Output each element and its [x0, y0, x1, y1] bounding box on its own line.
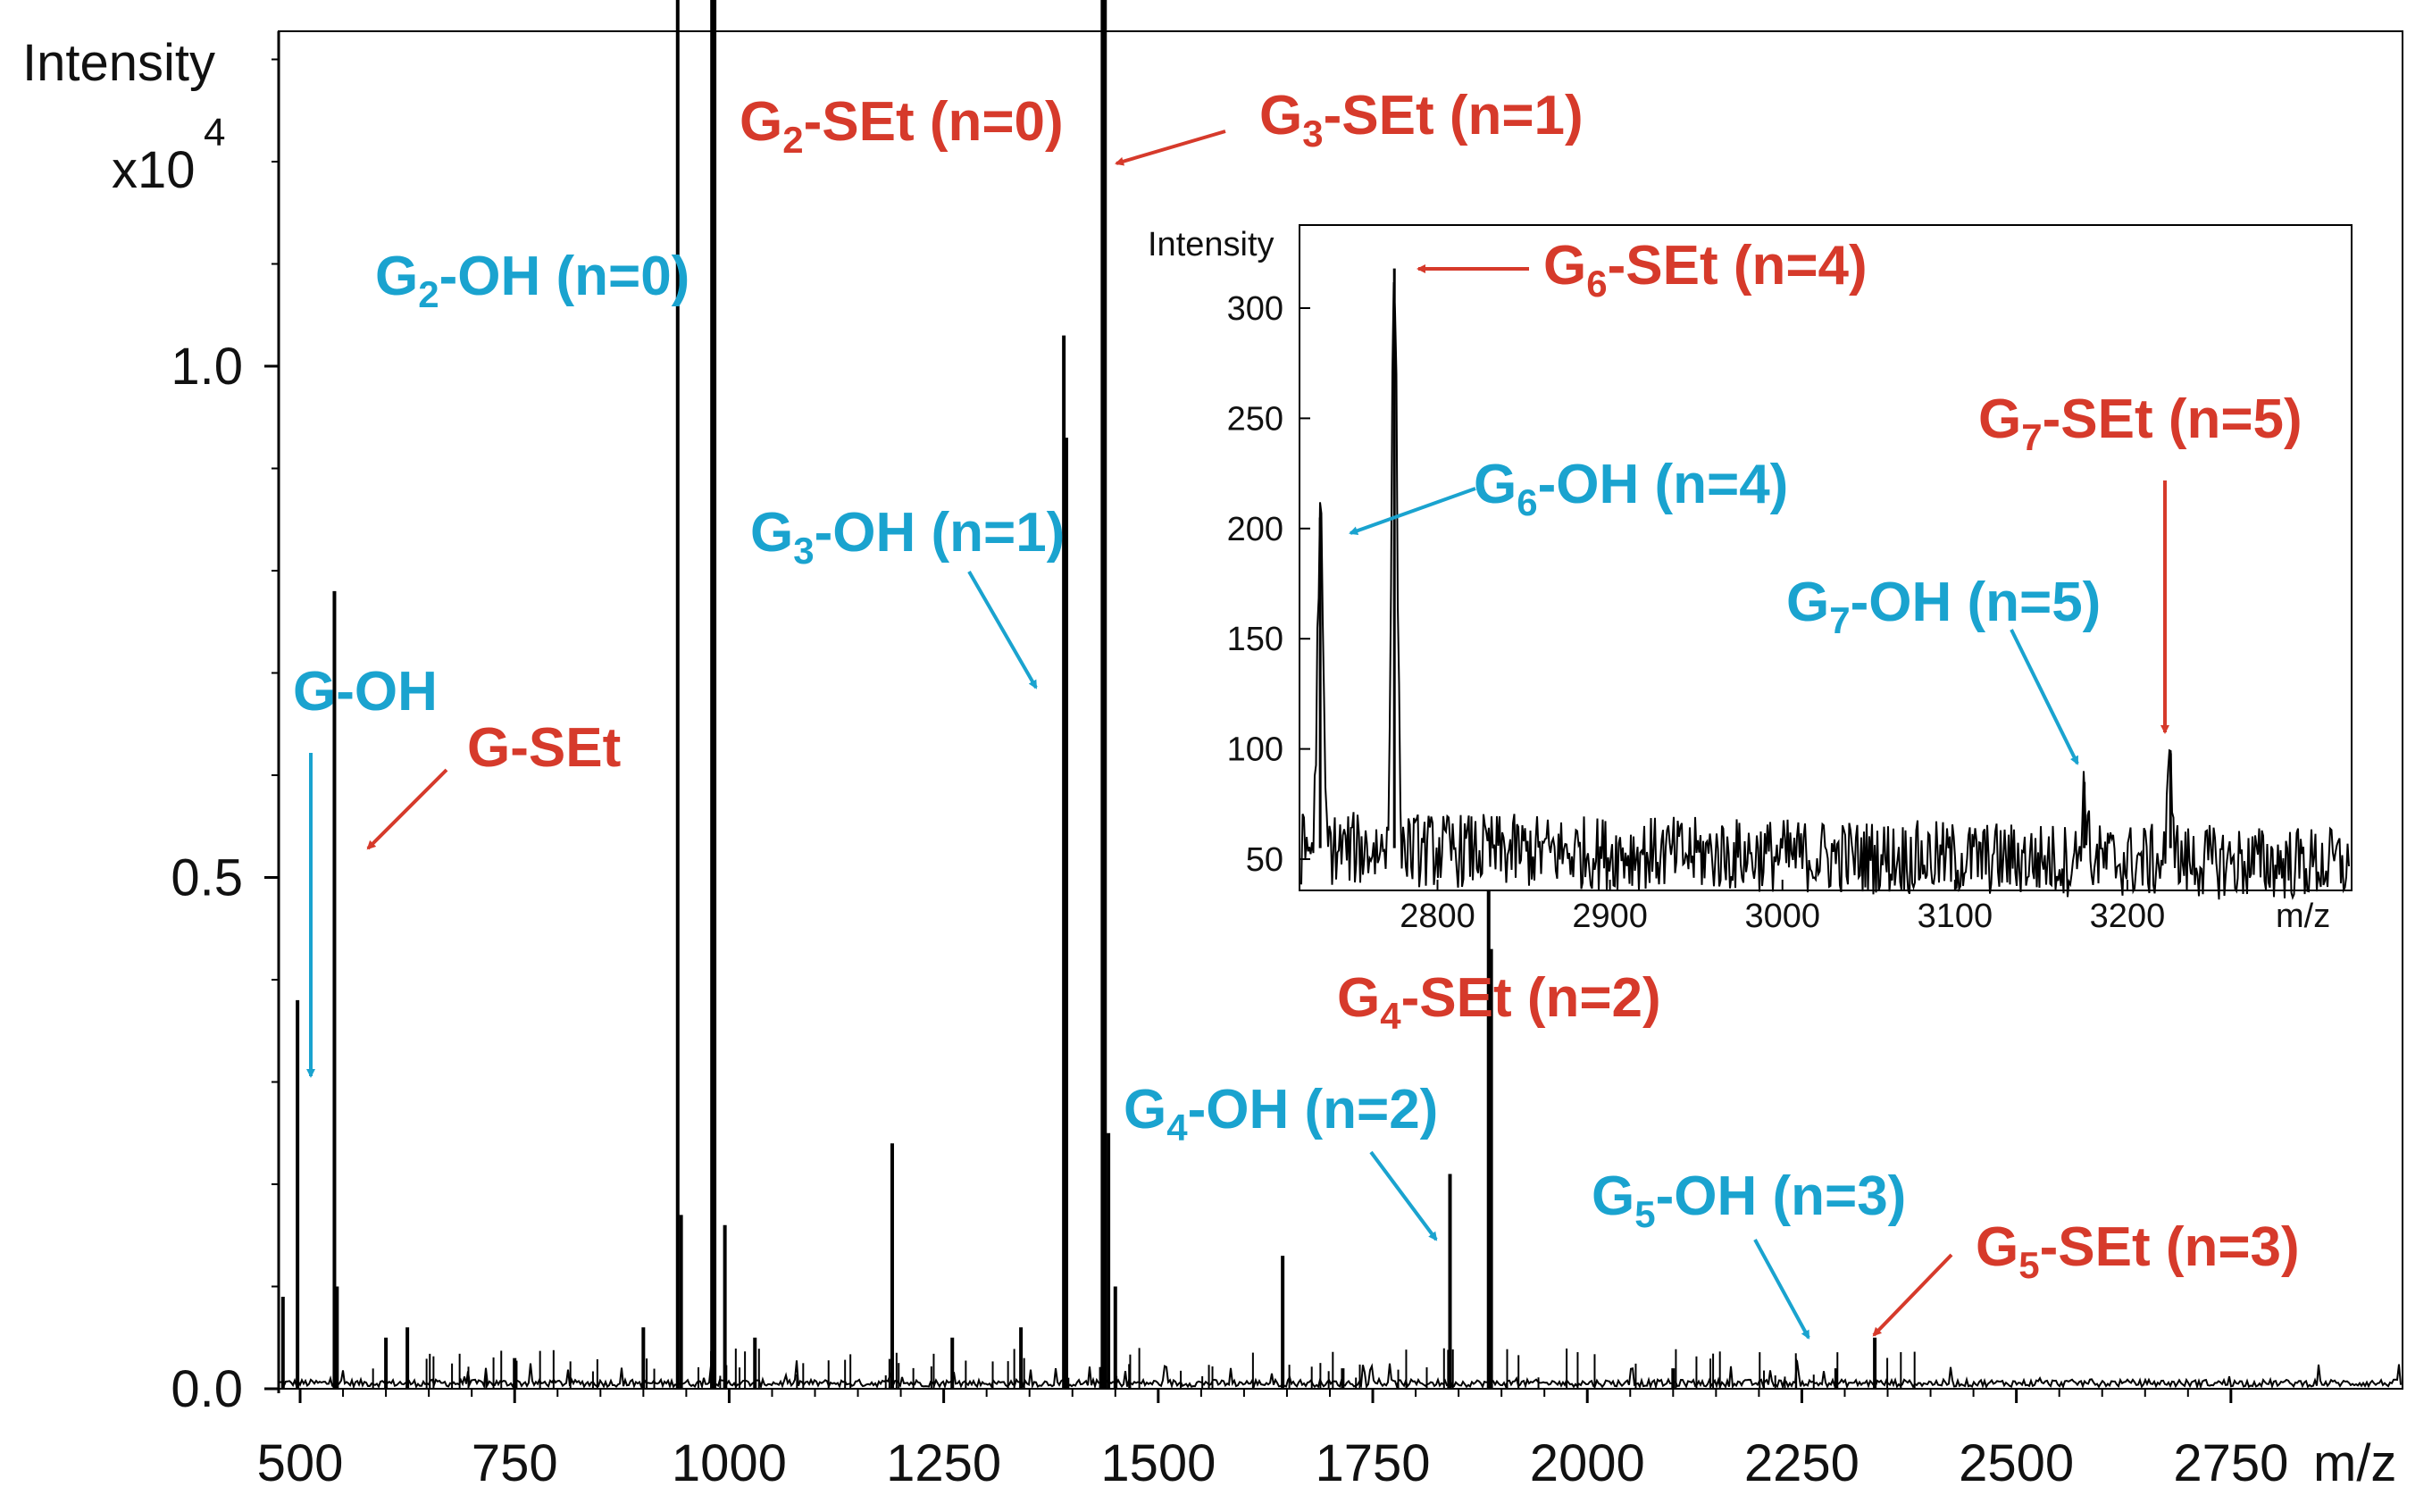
label-g3-oh: G3-OH (n=1): [750, 502, 1065, 572]
inset-y-tick-label: 100: [1227, 731, 1283, 769]
arrow-g3-oh: [967, 571, 1038, 689]
label-g7-set: G7-SEt (n=5): [1978, 388, 2302, 458]
label-g4-set: G4-SEt (n=2): [1337, 967, 1661, 1037]
label-g6-oh: G6-OH (n=4): [1474, 454, 1788, 523]
inset-x-tick-label: 2900: [1572, 898, 1648, 935]
inset-x-tick-label: 3100: [1918, 898, 1993, 935]
main-x-tick-label: 500: [257, 1434, 344, 1492]
label-g7-oh: G7-OH (n=5): [1786, 572, 2101, 641]
inset-y-axis-label: Intensity: [1148, 226, 1275, 263]
arrow-g5-oh: [1753, 1239, 1810, 1340]
main-x-tick-label: 1000: [672, 1434, 787, 1492]
main-y-axis-label: Intensity: [22, 34, 215, 92]
main-x-axis-label: m/z: [2313, 1434, 2396, 1492]
inset-y-tick-label: 200: [1227, 511, 1283, 548]
inset-y-tick-label: 300: [1227, 290, 1283, 328]
main-spectrum-baseline: [278, 1360, 2402, 1391]
inset-x-axis-label: m/z: [2276, 898, 2330, 935]
arrow-g6-oh: [1349, 487, 1476, 536]
label-g6-set: G6-SEt (n=4): [1543, 235, 1868, 305]
main-x-tick-label: 2250: [1744, 1434, 1860, 1492]
main-y-tick-label: 0.5: [171, 849, 243, 907]
arrow-g3-set: [1115, 129, 1226, 166]
label-g2-oh: G2-OH (n=0): [375, 246, 689, 315]
label-g-set: G-SEt: [467, 717, 621, 779]
label-g-oh: G-OH: [293, 661, 438, 723]
main-x-tick-label: 2750: [2173, 1434, 2288, 1492]
arrow-g5-set: [1872, 1253, 1953, 1337]
inset-y-tick-label: 150: [1227, 621, 1283, 658]
inset-x-tick-label: 3000: [1744, 898, 1820, 935]
label-g2-set: G2-SEt (n=0): [740, 91, 1064, 161]
main-y-tick-label: 0.0: [171, 1360, 243, 1418]
main-y-tick-label: 1.0: [171, 338, 243, 396]
label-g3-set: G3-SEt (n=1): [1259, 85, 1584, 155]
main-y-multiplier: x10: [112, 141, 196, 199]
arrow-g-set: [366, 768, 448, 850]
main-x-tick-label: 1250: [886, 1434, 1001, 1492]
inset-x-tick-label: 2800: [1400, 898, 1475, 935]
inset-x-tick-label: 3200: [2090, 898, 2166, 935]
main-x-tick-label: 2000: [1530, 1434, 1645, 1492]
inset-y-tick-label: 250: [1227, 400, 1283, 438]
label-g5-set: G5-SEt (n=3): [1976, 1216, 2300, 1286]
label-g5-oh: G5-OH (n=3): [1592, 1165, 1906, 1235]
inset-y-tick-label: 50: [1246, 841, 1283, 879]
main-x-tick-label: 2500: [1959, 1434, 2074, 1492]
arrow-g4-oh: [1369, 1150, 1438, 1241]
main-y-exponent: 4: [204, 111, 225, 155]
annotation-arrows: [306, 129, 2169, 1340]
inset-plot-frame: [1299, 224, 2353, 891]
arrow-g7-oh: [2010, 629, 2079, 765]
main-x-tick-label: 750: [472, 1434, 558, 1492]
main-x-tick-label: 1750: [1316, 1434, 1431, 1492]
inset-spectrum-trace: [1300, 281, 2350, 900]
label-g4-oh: G4-OH (n=2): [1124, 1079, 1438, 1149]
main-x-tick-label: 1500: [1100, 1434, 1216, 1492]
